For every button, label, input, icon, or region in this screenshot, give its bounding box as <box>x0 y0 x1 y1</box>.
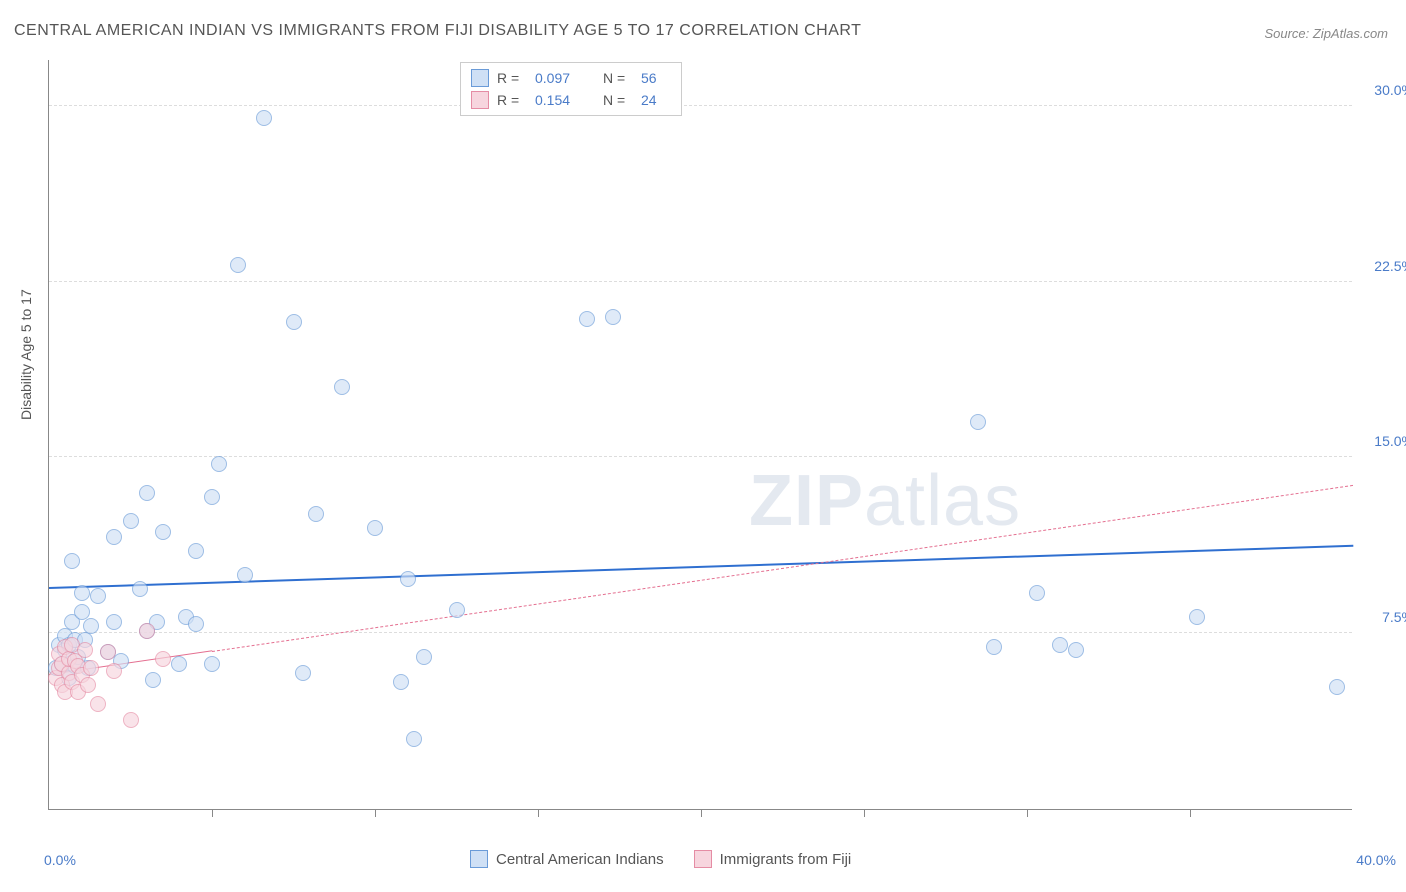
data-point <box>90 588 106 604</box>
y-tick-label: 15.0% <box>1374 433 1406 449</box>
r-value: 0.154 <box>535 92 595 108</box>
data-point <box>308 506 324 522</box>
grid-line <box>49 632 1352 633</box>
legend-swatch <box>694 850 712 868</box>
n-label: N = <box>603 70 633 86</box>
data-point <box>77 642 93 658</box>
data-point <box>605 309 621 325</box>
x-tick <box>212 809 213 817</box>
data-point <box>145 672 161 688</box>
scatter-plot-area: ZIPatlas 7.5%15.0%22.5%30.0% <box>48 60 1352 810</box>
data-point <box>295 665 311 681</box>
data-point <box>106 614 122 630</box>
data-point <box>579 311 595 327</box>
r-label: R = <box>497 92 527 108</box>
data-point <box>1029 585 1045 601</box>
trend-line <box>212 485 1353 652</box>
data-point <box>334 379 350 395</box>
y-axis-label: Disability Age 5 to 17 <box>18 289 34 420</box>
x-tick <box>538 809 539 817</box>
data-point <box>106 529 122 545</box>
legend-label: Central American Indians <box>496 851 664 868</box>
legend-label: Immigrants from Fiji <box>720 851 852 868</box>
data-point <box>90 696 106 712</box>
legend-stat-row: R = 0.154 N = 24 <box>471 89 671 111</box>
data-point <box>449 602 465 618</box>
n-value: 24 <box>641 92 671 108</box>
data-point <box>83 618 99 634</box>
x-tick <box>1190 809 1191 817</box>
data-point <box>171 656 187 672</box>
legend-item: Central American Indians <box>470 850 664 868</box>
chart-title: CENTRAL AMERICAN INDIAN VS IMMIGRANTS FR… <box>14 22 861 40</box>
data-point <box>286 314 302 330</box>
watermark: ZIPatlas <box>749 460 1021 542</box>
grid-line <box>49 281 1352 282</box>
data-point <box>256 110 272 126</box>
data-point <box>83 660 99 676</box>
data-point <box>1329 679 1345 695</box>
data-point <box>123 513 139 529</box>
data-point <box>155 524 171 540</box>
data-point <box>986 639 1002 655</box>
data-point <box>64 553 80 569</box>
data-point <box>155 651 171 667</box>
r-value: 0.097 <box>535 70 595 86</box>
data-point <box>970 414 986 430</box>
legend-swatch <box>471 91 489 109</box>
data-point <box>188 616 204 632</box>
x-tick <box>1027 809 1028 817</box>
legend-item: Immigrants from Fiji <box>694 850 852 868</box>
y-tick-label: 22.5% <box>1374 258 1406 274</box>
y-tick-label: 7.5% <box>1382 609 1406 625</box>
data-point <box>400 571 416 587</box>
data-point <box>367 520 383 536</box>
grid-line <box>49 456 1352 457</box>
data-point <box>393 674 409 690</box>
data-point <box>132 581 148 597</box>
data-point <box>1068 642 1084 658</box>
data-point <box>106 663 122 679</box>
r-label: R = <box>497 70 527 86</box>
x-tick <box>701 809 702 817</box>
series-legend: Central American Indians Immigrants from … <box>470 850 851 868</box>
legend-stat-row: R = 0.097 N = 56 <box>471 67 671 89</box>
legend-swatch <box>470 850 488 868</box>
x-tick <box>864 809 865 817</box>
n-label: N = <box>603 92 633 108</box>
data-point <box>100 644 116 660</box>
correlation-legend: R = 0.097 N = 56 R = 0.154 N = 24 <box>460 62 682 116</box>
data-point <box>204 656 220 672</box>
data-point <box>139 485 155 501</box>
data-point <box>406 731 422 747</box>
legend-swatch <box>471 69 489 87</box>
data-point <box>188 543 204 559</box>
data-point <box>139 623 155 639</box>
x-tick <box>375 809 376 817</box>
data-point <box>1052 637 1068 653</box>
x-axis-max-label: 40.0% <box>1356 852 1396 868</box>
data-point <box>211 456 227 472</box>
data-point <box>80 677 96 693</box>
data-point <box>1189 609 1205 625</box>
source-attribution: Source: ZipAtlas.com <box>1264 26 1388 41</box>
data-point <box>230 257 246 273</box>
y-tick-label: 30.0% <box>1374 82 1406 98</box>
n-value: 56 <box>641 70 671 86</box>
grid-line <box>49 105 1352 106</box>
data-point <box>74 604 90 620</box>
data-point <box>204 489 220 505</box>
data-point <box>416 649 432 665</box>
data-point <box>74 585 90 601</box>
x-axis-min-label: 0.0% <box>44 852 76 868</box>
data-point <box>237 567 253 583</box>
data-point <box>123 712 139 728</box>
